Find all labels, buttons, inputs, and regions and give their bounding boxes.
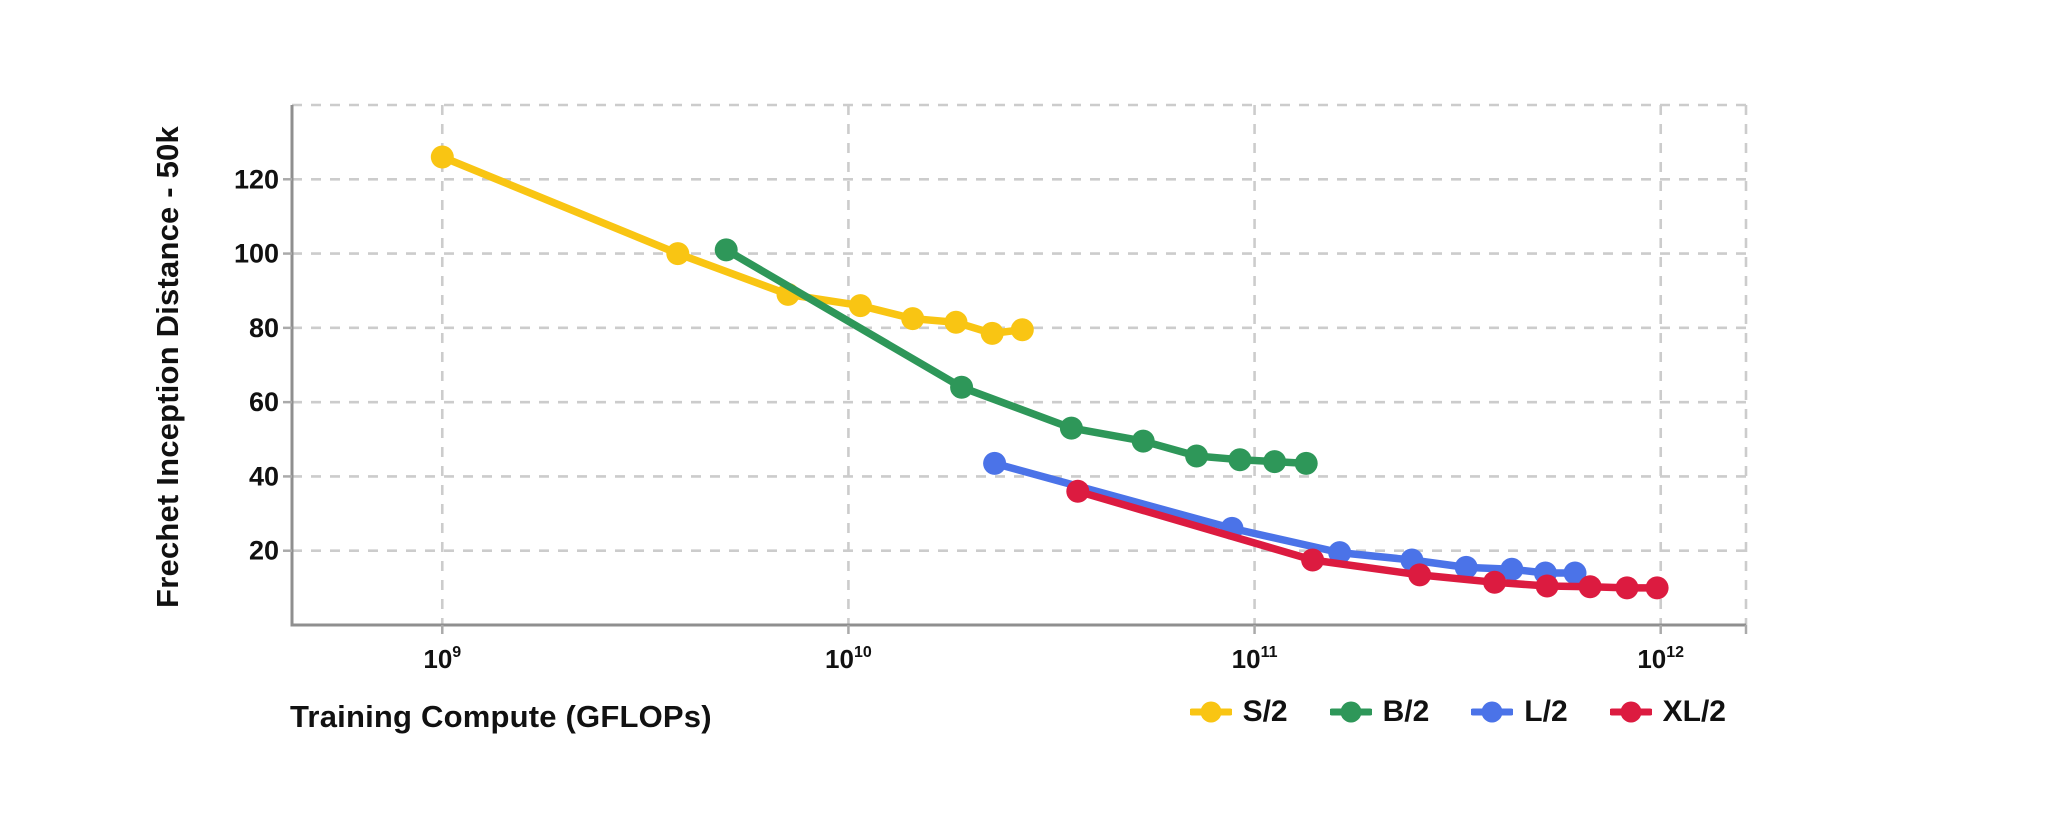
x-tick-label: 109 [423, 644, 461, 674]
series-s2 [430, 145, 1034, 345]
data-point-marker [848, 294, 872, 318]
legend-item-l2: L/2 [1471, 695, 1568, 729]
data-point-marker [1408, 563, 1432, 587]
legend-marker-dot [1200, 701, 1222, 723]
x-tick-label: 1011 [1232, 644, 1278, 674]
data-point-marker [944, 310, 968, 334]
data-point-marker [983, 451, 1007, 475]
data-point-marker [1059, 416, 1083, 440]
data-point-marker [1294, 451, 1318, 475]
data-point-marker [901, 307, 925, 331]
series-b2 [714, 238, 1318, 475]
y-tick-label: 100 [234, 239, 279, 269]
data-point-marker [430, 145, 454, 169]
y-tick-label: 40 [249, 461, 279, 491]
series-line [990, 459, 1579, 577]
y-tick-label: 60 [249, 387, 279, 417]
data-point-marker [714, 238, 738, 262]
legend-item-xl2: XL/2 [1609, 695, 1726, 729]
data-point-marker [1535, 574, 1559, 598]
y-tick-label: 80 [249, 313, 279, 343]
data-point-marker [1228, 448, 1252, 472]
x-axis-title: Training Compute (GFLOPs) [290, 699, 712, 734]
legend-label: XL/2 [1662, 695, 1726, 728]
x-tick-label: 1010 [825, 644, 872, 674]
data-point-marker [1563, 561, 1587, 585]
data-point-marker [1131, 429, 1155, 453]
data-point-marker [1615, 576, 1639, 600]
legend-label: S/2 [1242, 695, 1288, 728]
y-axis-title: Frechet Inception Distance - 50k [150, 126, 185, 608]
data-point-marker [666, 242, 690, 266]
data-point-marker [1263, 450, 1287, 474]
legend-marker-icon [1609, 701, 1652, 723]
data-point-marker [1454, 555, 1478, 579]
data-point-marker [1500, 557, 1524, 581]
series-l2 [983, 451, 1587, 585]
data-point-marker [1185, 444, 1209, 468]
x-tick-label: 1012 [1637, 644, 1684, 674]
legend-label: L/2 [1524, 695, 1568, 728]
legend-marker-icon [1189, 701, 1232, 723]
data-point-marker [1301, 548, 1325, 572]
y-tick-label: 20 [249, 536, 279, 566]
legend-marker-dot [1481, 701, 1503, 723]
legend-label: B/2 [1382, 695, 1430, 728]
legend-item-s2: S/2 [1189, 695, 1288, 729]
data-point-marker [1066, 479, 1090, 503]
data-point-marker [1578, 575, 1602, 599]
legend-marker-dot [1620, 701, 1642, 723]
data-point-marker [1483, 570, 1507, 594]
data-point-marker [1645, 576, 1669, 600]
legend-marker-dot [1340, 701, 1362, 723]
data-point-marker [1328, 541, 1352, 565]
data-point-marker [980, 321, 1004, 345]
legend: S/2 B/2 L/2 XL/2 [1189, 690, 1726, 734]
data-point-marker [950, 375, 974, 399]
data-point-marker [1010, 318, 1034, 342]
series-line [722, 246, 1310, 468]
legend-item-b2: B/2 [1329, 695, 1430, 729]
y-tick-label: 120 [234, 164, 279, 194]
series-xl2 [1066, 479, 1669, 600]
legend-marker-icon [1471, 701, 1514, 723]
legend-marker-icon [1329, 701, 1372, 723]
